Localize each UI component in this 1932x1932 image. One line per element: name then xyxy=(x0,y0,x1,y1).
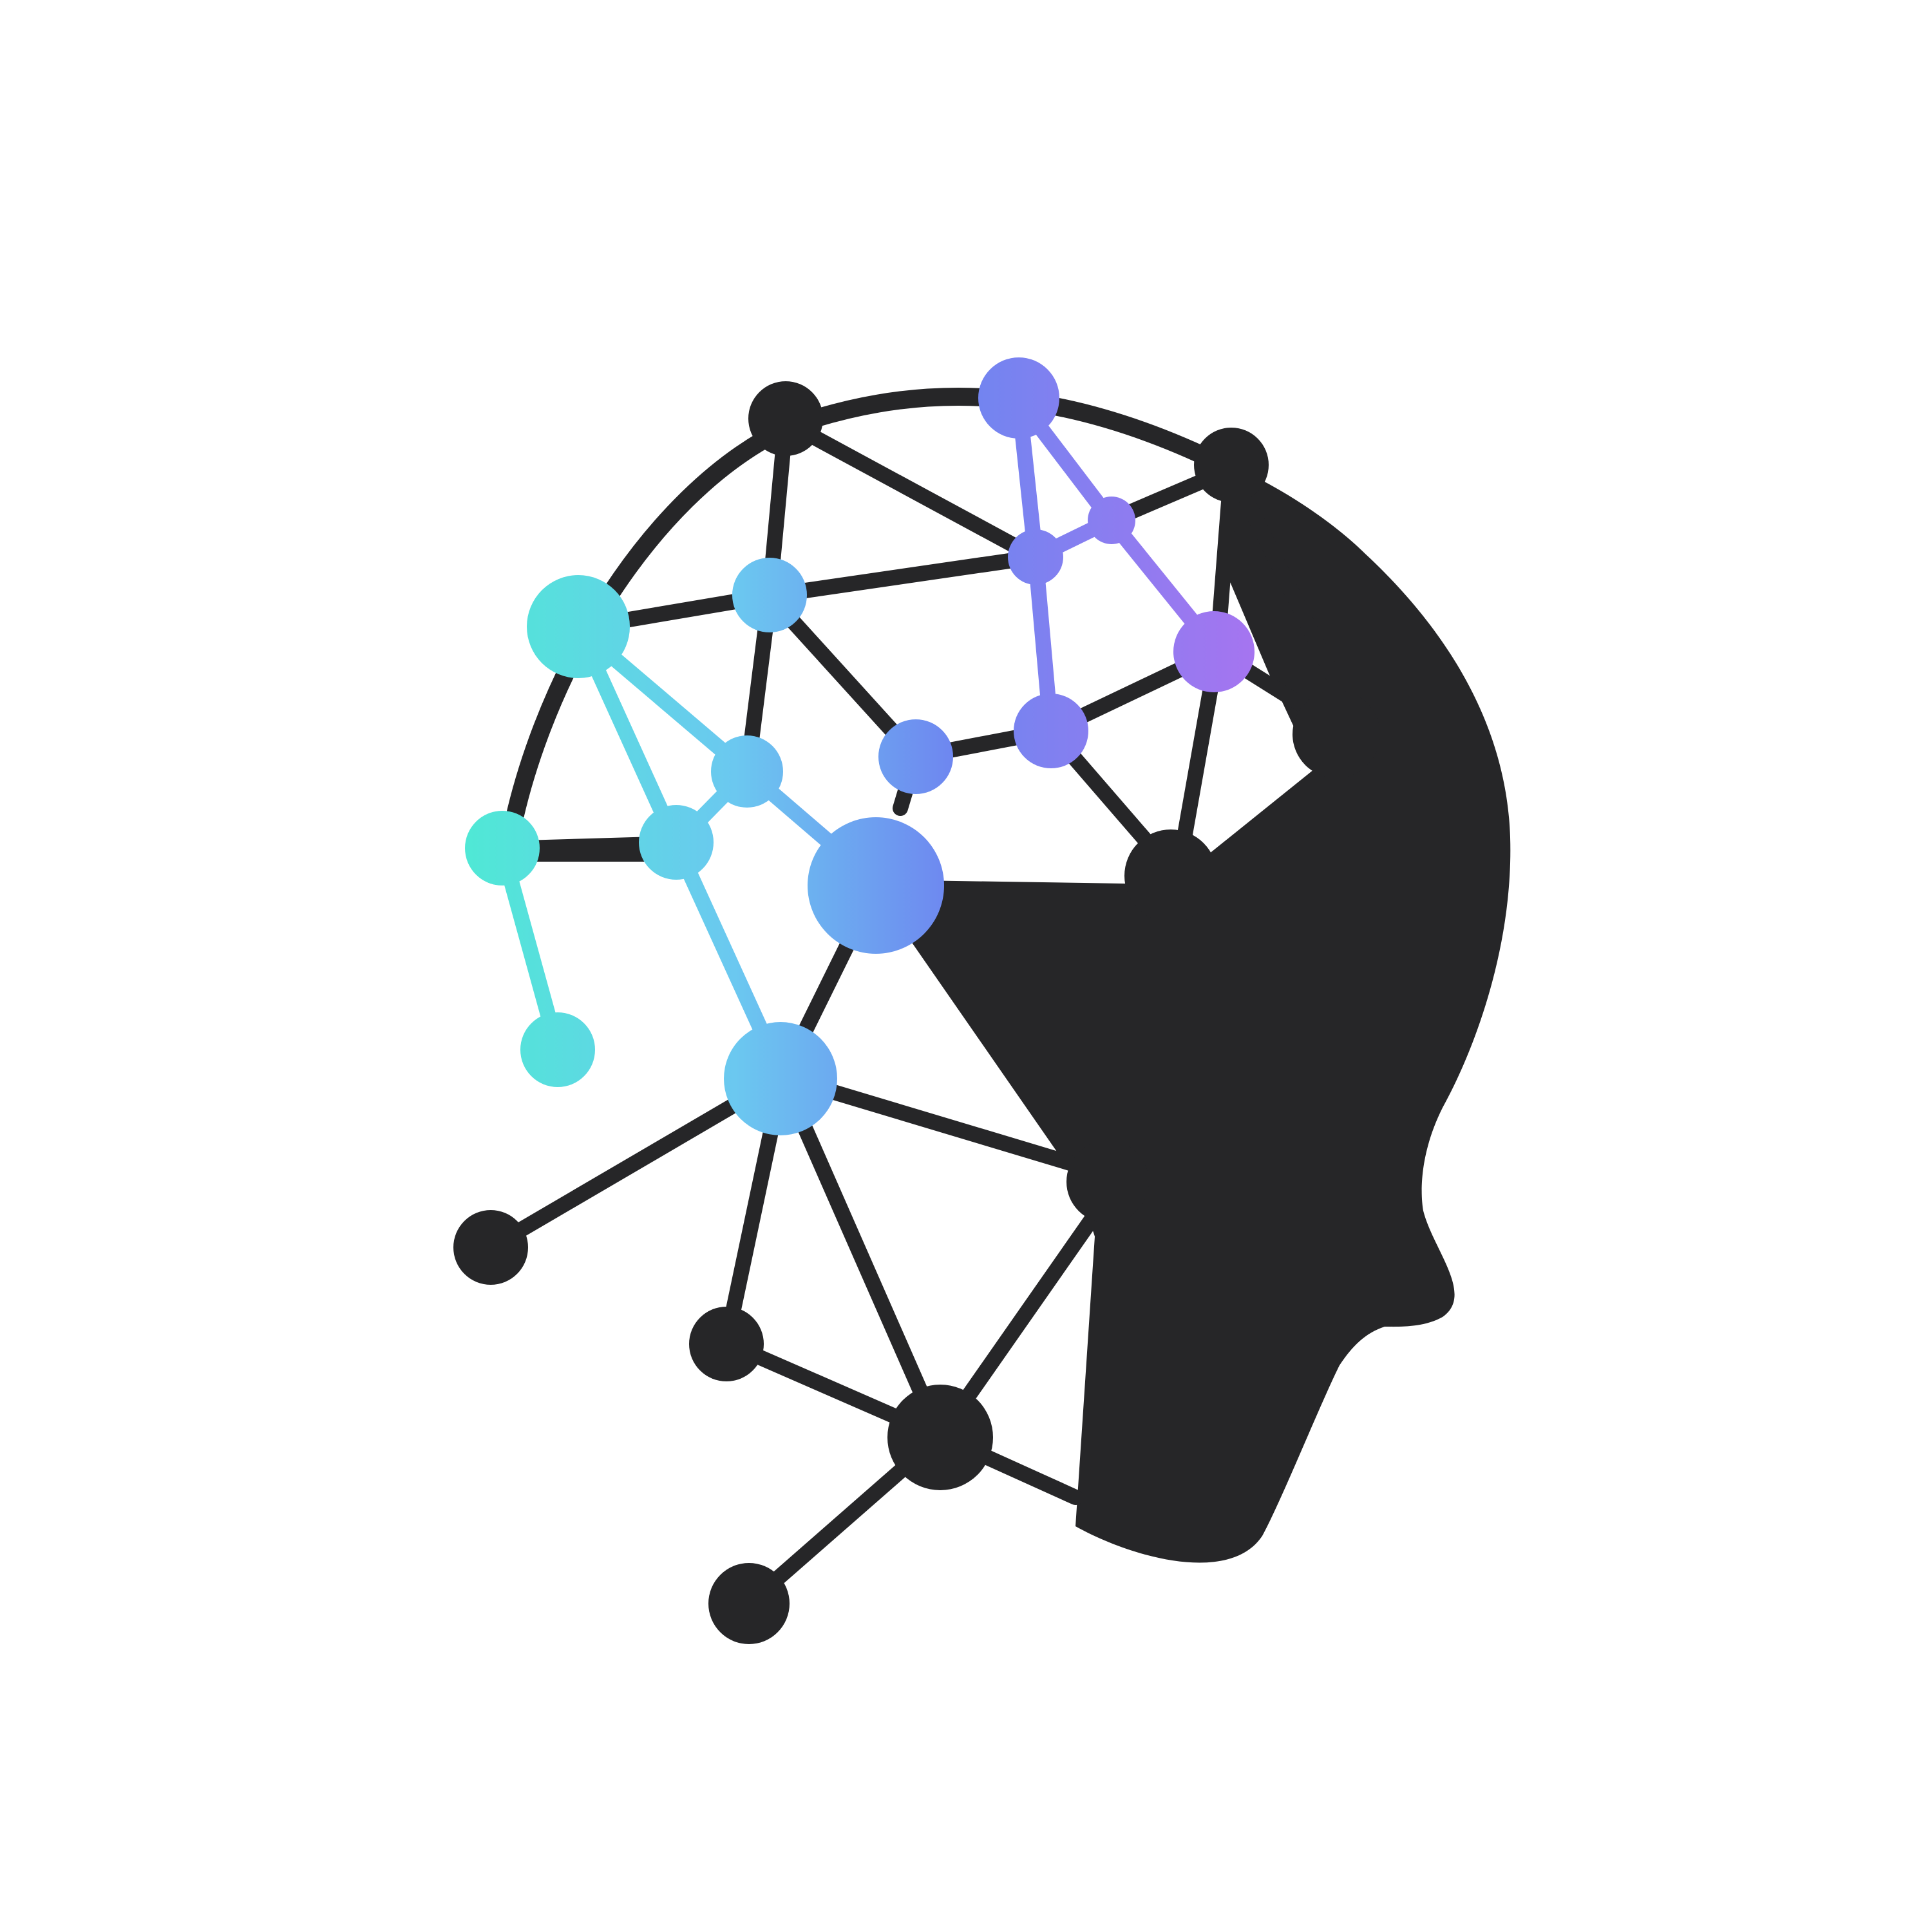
node-outer-left xyxy=(453,1210,528,1285)
node-lower-left xyxy=(689,1307,764,1381)
node-right-purple xyxy=(1173,611,1255,692)
node-upper-hub xyxy=(1008,529,1063,585)
node-mid-indigo xyxy=(878,719,953,794)
node-bottom xyxy=(708,1563,790,1644)
node-left-mid xyxy=(639,805,714,880)
node-center-big xyxy=(808,817,944,954)
node-top-right xyxy=(1194,428,1269,502)
node-chin-hub xyxy=(887,1385,993,1490)
dark-network-nodes xyxy=(453,381,1380,1644)
node-crown xyxy=(978,357,1059,439)
colored-network-nodes xyxy=(465,357,1255,1135)
node-forehead xyxy=(732,558,807,632)
node-lower-hub xyxy=(724,1022,837,1135)
node-jaw xyxy=(1066,1141,1149,1223)
node-mid-violet xyxy=(1014,694,1088,768)
node-left-edge xyxy=(465,811,540,886)
node-upper-small xyxy=(1088,497,1135,544)
node-right-edge xyxy=(1293,690,1380,778)
node-left-teal xyxy=(527,575,630,678)
node-center-small xyxy=(711,735,783,808)
node-top-left xyxy=(748,381,823,456)
node-temple xyxy=(1124,829,1217,922)
node-dangling xyxy=(520,1012,595,1087)
